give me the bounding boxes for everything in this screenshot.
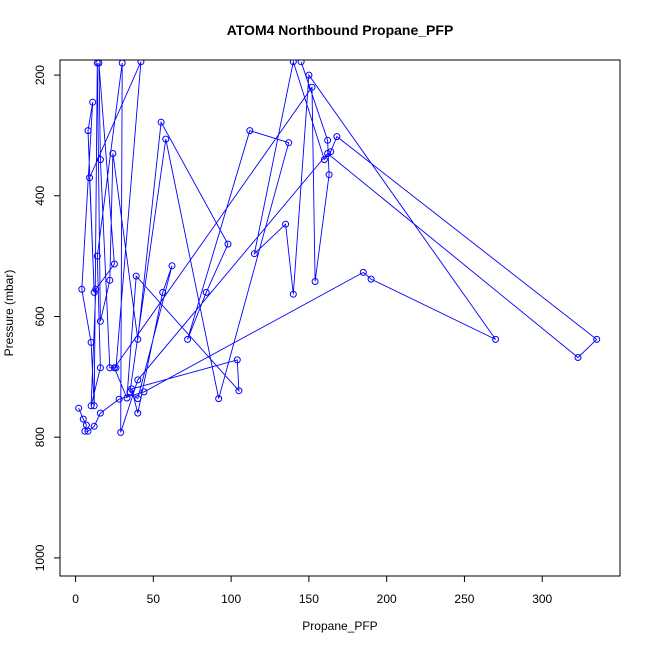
data-point [96,317,104,325]
data-point [250,250,258,258]
data-point [492,335,500,343]
data-point [87,338,95,346]
data-point [132,272,140,280]
data-point [137,60,145,66]
data-point [297,60,305,66]
data-point [224,240,232,248]
data-point [75,404,83,412]
data-point [233,356,241,364]
data-point [593,335,601,343]
data-point [87,402,95,410]
data-point [90,422,98,430]
data-point [215,395,223,403]
data-point [93,60,101,67]
data-point [333,133,341,141]
data-point [202,288,210,296]
x-tick-label: 250 [454,592,474,606]
data-point [168,262,176,270]
series-line-0 [78,60,598,433]
data-point [117,428,125,436]
data-point [84,127,92,135]
data-point [79,415,87,423]
x-axis-label: Propane_PFP [302,619,377,633]
plot-frame [59,59,621,577]
data-point [93,252,101,260]
data-point [574,354,582,361]
x-tick-label: 150 [299,592,319,606]
y-tick-label: 400 [33,185,47,205]
data-point [289,60,297,66]
x-tick-label: 0 [72,592,79,606]
data-point [123,394,131,402]
plot-area [75,60,601,436]
data-point [159,288,167,296]
x-tick-label: 200 [377,592,397,606]
data-point [78,285,86,293]
y-tick-label: 200 [33,65,47,85]
data-point [162,135,170,143]
y-tick-label: 600 [33,306,47,326]
data-point [308,83,316,91]
data-point [305,71,313,79]
x-tick-label: 50 [147,592,161,606]
data-point [118,60,126,67]
data-point [134,409,142,417]
data-point [90,288,98,296]
data-point [235,387,243,395]
data-point [134,335,142,343]
y-tick-label: 800 [33,427,47,447]
data-point [285,139,293,147]
data-point [324,136,332,144]
x-tick-label: 300 [532,592,552,606]
data-point [86,174,94,182]
data-point [282,220,290,228]
data-point [311,278,319,285]
data-point [325,171,333,179]
data-point [96,364,104,372]
data-point [115,395,123,403]
data-point [128,385,136,393]
data-point [289,290,297,298]
data-point [140,388,148,396]
data-point [367,275,375,283]
data-point [81,427,89,435]
data-point [110,260,118,268]
data-point [184,335,192,343]
data-point [320,156,328,164]
data-point [134,376,142,384]
data-point [134,395,142,403]
data-point [324,150,332,157]
data-point [90,402,98,410]
data-point [106,276,114,284]
data-point [84,427,92,435]
data-point [109,150,117,157]
data-point [359,268,367,276]
data-point [89,98,97,106]
data-point [96,409,104,417]
data-point [157,118,165,126]
y-tick-label: 1000 [33,544,47,571]
data-point [246,127,254,135]
data-point [96,156,104,164]
chart-title: ATOM4 Northbound Propane_PFP [227,22,454,38]
x-tick-label: 100 [221,592,241,606]
y-axis-label: Pressure (mbar) [2,270,16,357]
data-point [110,364,118,372]
